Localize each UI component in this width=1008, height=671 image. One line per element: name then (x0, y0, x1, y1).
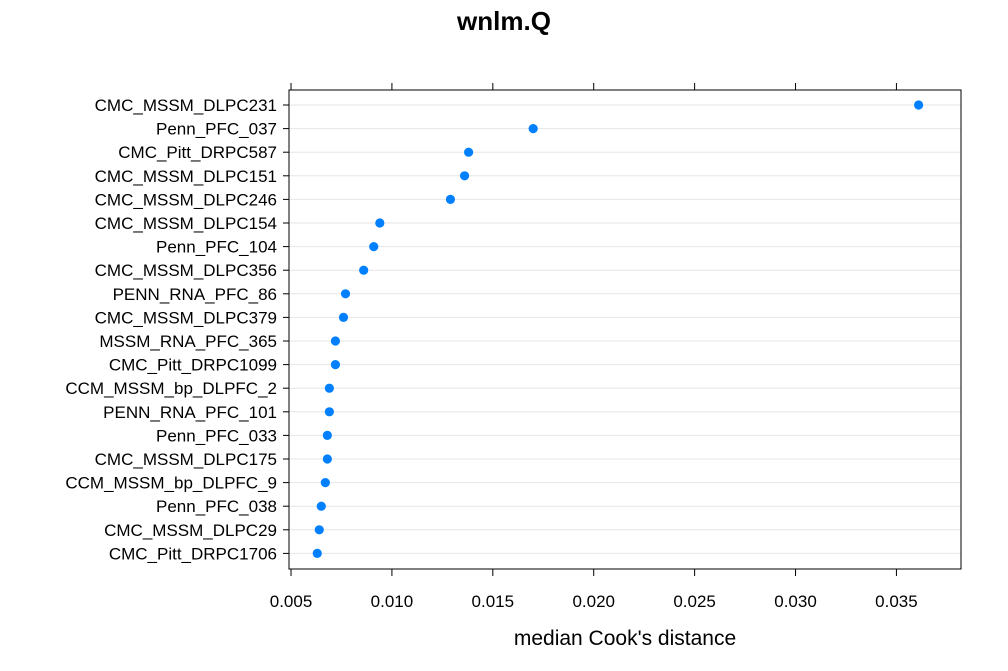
chart-title: wnlm.Q (457, 6, 551, 36)
data-point (330, 336, 341, 346)
y-tick-label: CMC_Pitt_DRPC587 (118, 143, 277, 162)
data-point (375, 218, 385, 228)
y-tick-label: CMC_MSSM_DLPC246 (95, 190, 277, 209)
y-tick-label: CMC_MSSM_DLPC154 (95, 214, 277, 233)
data-point (359, 265, 369, 275)
x-tick-label: 0.020 (572, 592, 615, 611)
y-axis-tick-labels: CMC_MSSM_DLPC231 Penn_PFC_037 CMC_Pitt_DRP… (65, 96, 277, 563)
data-point (338, 312, 349, 322)
x-tick-label: 0.015 (472, 592, 515, 611)
data-point (322, 454, 332, 464)
y-tick-label: CMC_MSSM_DLPC231 (95, 96, 277, 115)
data-point (314, 525, 324, 535)
y-tick-label: CMC_MSSM_DLPC175 (95, 450, 277, 469)
x-tick-label: 0.005 (270, 592, 313, 611)
y-tick-label: CMC_Pitt_DRPC1706 (109, 544, 277, 563)
y-tick-label: CCM_MSSM_bp_DLPFC_2 (65, 379, 277, 398)
y-tick-label: CMC_MSSM_DLPC356 (95, 261, 277, 280)
x-tick-label: 0.010 (371, 592, 414, 611)
x-axis-tick-labels: 0.005 0.010 0.015 0.020 0.025 0.030 0.035 (270, 592, 918, 611)
data-point (324, 407, 334, 417)
y-tick-label: PENN_RNA_PFC_101 (103, 403, 277, 422)
data-point (322, 430, 332, 440)
y-tick-label: CMC_MSSM_DLPC379 (95, 308, 277, 327)
x-axis-label: median Cook's distance (514, 627, 736, 650)
x-axis-ticks (290, 83, 897, 576)
data-point (330, 360, 341, 370)
y-tick-label: CMC_MSSM_DLPC151 (95, 167, 277, 186)
data-point (914, 100, 924, 110)
y-tick-label: Penn_PFC_104 (156, 238, 277, 257)
data-point (445, 194, 456, 204)
x-tick-label: 0.030 (774, 592, 817, 611)
y-tick-label: Penn_PFC_033 (156, 426, 277, 445)
y-tick-label: PENN_RNA_PFC_86 (113, 285, 277, 304)
data-points (312, 100, 924, 559)
data-point (340, 289, 351, 299)
data-point (320, 478, 330, 488)
x-tick-label: 0.025 (673, 592, 716, 611)
y-tick-label: CCM_MSSM_bp_DLPFC_9 (65, 474, 277, 493)
y-tick-label: CMC_Pitt_DRPC1099 (109, 356, 277, 375)
data-point (312, 548, 322, 559)
data-point (369, 242, 379, 252)
x-tick-label: 0.035 (875, 592, 918, 611)
y-axis-ticks (283, 104, 289, 554)
y-tick-label: Penn_PFC_038 (156, 497, 277, 516)
gridlines (289, 104, 961, 554)
y-tick-label: CMC_MSSM_DLPC29 (104, 521, 277, 540)
y-tick-label: Penn_PFC_037 (156, 120, 277, 139)
plot-frame (288, 89, 962, 570)
data-point (324, 383, 334, 393)
data-point (459, 171, 470, 181)
data-point (464, 147, 474, 157)
y-tick-label: MSSM_RNA_PFC_365 (99, 332, 277, 351)
data-point (528, 124, 538, 134)
data-point (316, 501, 326, 511)
